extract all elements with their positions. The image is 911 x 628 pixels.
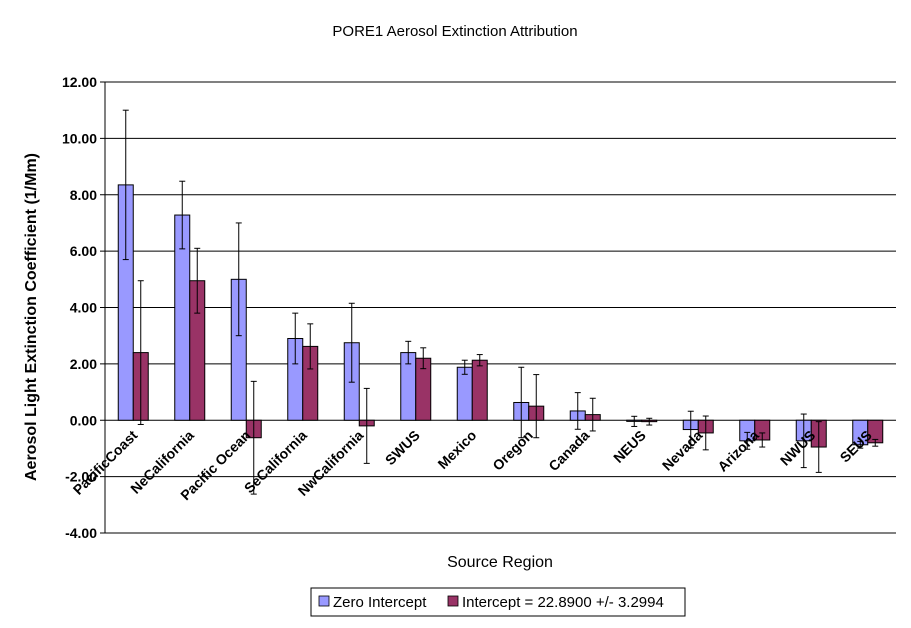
error-bars — [122, 109, 879, 495]
legend-label-zero-intercept: Zero Intercept — [333, 594, 427, 611]
error-bar — [420, 347, 427, 370]
error-bar — [405, 340, 412, 365]
y-tick-label: 6.00 — [70, 243, 97, 259]
chart-title: PORE1 Aerosol Extinction Attribution — [332, 23, 577, 40]
y-tick-label: 8.00 — [70, 187, 97, 203]
error-bar — [702, 415, 709, 451]
error-bar — [631, 415, 638, 427]
error-bar — [533, 374, 540, 439]
y-axis-title: Aerosol Light Extinction Coefficient (1/… — [23, 153, 40, 481]
x-tick-label: Nevada — [659, 427, 706, 474]
y-tick-label: 2.00 — [70, 356, 97, 372]
error-bar — [461, 359, 468, 375]
error-bar — [646, 417, 653, 426]
bars — [117, 184, 884, 448]
error-bar — [348, 302, 355, 383]
error-bar — [235, 222, 242, 337]
error-bar — [744, 431, 751, 450]
error-bar — [122, 109, 129, 261]
y-tick-label: -2.00 — [65, 469, 97, 485]
error-bar — [872, 438, 879, 447]
x-tick-label: Arizona — [714, 427, 762, 475]
y-tick-label: 4.00 — [70, 300, 97, 316]
legend-box — [310, 587, 686, 617]
error-bar — [800, 413, 807, 469]
error-bar — [363, 387, 370, 464]
error-bar — [857, 440, 864, 449]
x-tick-label: Oregon — [489, 427, 536, 474]
y-tick-label: 0.00 — [70, 412, 97, 428]
legend-label-intercept: Intercept = 22.8900 +/- 3.2994 — [462, 594, 664, 611]
error-bar — [194, 247, 201, 314]
error-bar — [815, 421, 822, 473]
x-tick-label: Canada — [545, 427, 592, 474]
error-bar — [476, 354, 483, 367]
x-tick-label: Mexico — [434, 427, 479, 472]
y-tick-labels: -4.00 -2.00 0.00 2.00 4.00 6.00 8.00 10.00 12.00 — [62, 74, 97, 541]
error-bar — [759, 432, 766, 448]
x-tick-label: NEUS — [610, 427, 649, 466]
y-tick-label: -4.00 — [65, 525, 97, 541]
y-tick-label: 10.00 — [62, 130, 97, 146]
y-tick-label: 12.00 — [62, 74, 97, 90]
error-bar — [137, 280, 144, 425]
bar-intercept — [471, 359, 488, 421]
error-bar — [292, 312, 299, 365]
error-bar — [518, 366, 525, 439]
bar-zero-intercept — [456, 366, 473, 421]
error-bar — [687, 410, 694, 449]
legend-swatch-zero-intercept — [318, 595, 330, 607]
x-tick-label: SWUS — [382, 427, 423, 468]
error-bar — [179, 180, 186, 250]
x-axis-title: Source Region — [447, 554, 553, 571]
error-bar — [307, 323, 314, 370]
error-bar — [574, 392, 581, 430]
error-bar — [250, 380, 257, 495]
error-bar — [589, 397, 596, 432]
legend-swatch-intercept — [447, 595, 459, 607]
gridlines — [100, 81, 896, 534]
legend: Zero Intercept Intercept = 22.8900 +/- 3… — [310, 587, 686, 617]
